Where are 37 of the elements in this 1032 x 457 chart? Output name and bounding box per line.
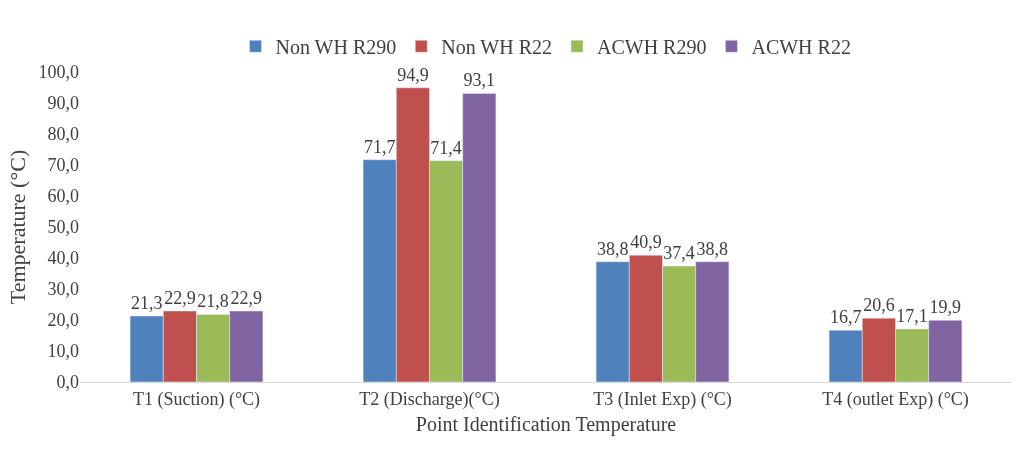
x-axis-title: Point Identification Temperature [415, 413, 677, 437]
data-label: 22,9 [230, 288, 263, 309]
y-tick-label: 50,0 [47, 217, 79, 238]
legend-label: ACWH R290 [597, 36, 707, 59]
x-tick-label: T2 (Discharge)(°C) [359, 388, 500, 410]
data-label: 17,1 [896, 305, 928, 326]
y-tick-label: 70,0 [47, 155, 79, 176]
data-label: 19,9 [929, 297, 962, 318]
data-label: 21,3 [130, 292, 163, 313]
legend-label: Non WH R290 [275, 36, 397, 59]
y-tick-label: 40,0 [47, 248, 79, 269]
x-tick-label: T1 (Suction) (°C) [132, 388, 261, 410]
data-label: 16,7 [829, 307, 862, 328]
x-tick-label: T4 (outlet Exp) (°C) [822, 388, 969, 410]
y-tick-label: 90,0 [47, 93, 79, 114]
y-axis-title: Temperature (°C) [5, 149, 31, 305]
data-label: 22,9 [164, 288, 196, 309]
x-tick-label: T3 (Inlet Exp) (°C) [593, 388, 732, 410]
y-tick-label: 20,0 [47, 310, 79, 331]
data-label: 21,8 [197, 291, 229, 312]
legend-label: Non WH R22 [441, 36, 552, 59]
y-tick-label: 100,0 [38, 62, 79, 83]
data-label: 40,9 [630, 232, 662, 253]
data-label: 94,9 [397, 64, 429, 85]
data-label: 71,7 [363, 136, 396, 157]
data-label: 37,4 [663, 243, 695, 264]
data-label: 38,8 [596, 238, 629, 259]
y-tick-label: 60,0 [47, 186, 79, 207]
data-label: 71,4 [430, 137, 462, 158]
data-label: 93,1 [463, 70, 496, 91]
data-label: 20,6 [863, 295, 895, 316]
y-tick-label: 30,0 [47, 279, 79, 300]
legend-label: ACWH R22 [751, 36, 851, 59]
y-tick-label: 0,0 [56, 372, 79, 393]
y-tick-label: 10,0 [47, 341, 79, 362]
data-label: 38,8 [696, 238, 729, 259]
y-tick-label: 80,0 [47, 124, 79, 145]
